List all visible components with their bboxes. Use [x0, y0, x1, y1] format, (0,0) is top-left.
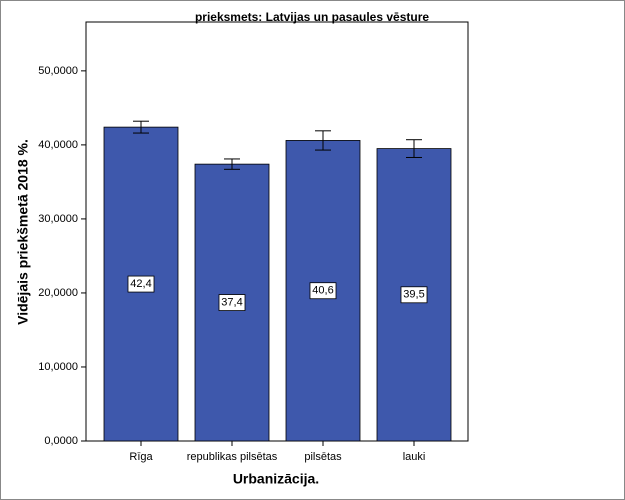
value-label-box	[309, 282, 337, 300]
value-label: 40,6	[312, 285, 333, 297]
error-bar	[315, 130, 331, 151]
value-label-box	[127, 275, 155, 293]
value-label-box	[218, 294, 246, 311]
plot-area	[85, 21, 469, 442]
y-tick-label: 20,0000	[38, 287, 78, 299]
x-tick-label: republikas pilsētas	[187, 451, 278, 463]
y-axis-label: Vidējais priekšmetā 2018 %.	[15, 139, 31, 325]
x-tick-label: pilsētas	[304, 451, 342, 463]
error-bar	[133, 120, 149, 134]
error-bar	[406, 139, 422, 158]
x-tick-label: lauki	[403, 451, 426, 463]
y-tick-label: 10,0000	[38, 361, 78, 373]
error-bar	[224, 158, 240, 170]
y-tick-label: 40,0000	[38, 139, 78, 151]
value-label: 39,5	[403, 289, 424, 301]
x-tick-label: Rīga	[129, 451, 153, 463]
value-label: 37,4	[221, 296, 242, 308]
value-label-box	[400, 286, 428, 304]
value-label: 42,4	[130, 278, 151, 290]
y-tick-label: 0,0000	[44, 435, 78, 447]
y-tick-label: 50,0000	[38, 65, 78, 77]
x-axis-label: Urbanizācija.	[233, 471, 319, 487]
chart-title: prieksmets: Latvijas un pasaules vēsture	[195, 10, 429, 24]
y-tick-label: 30,0000	[38, 213, 78, 225]
